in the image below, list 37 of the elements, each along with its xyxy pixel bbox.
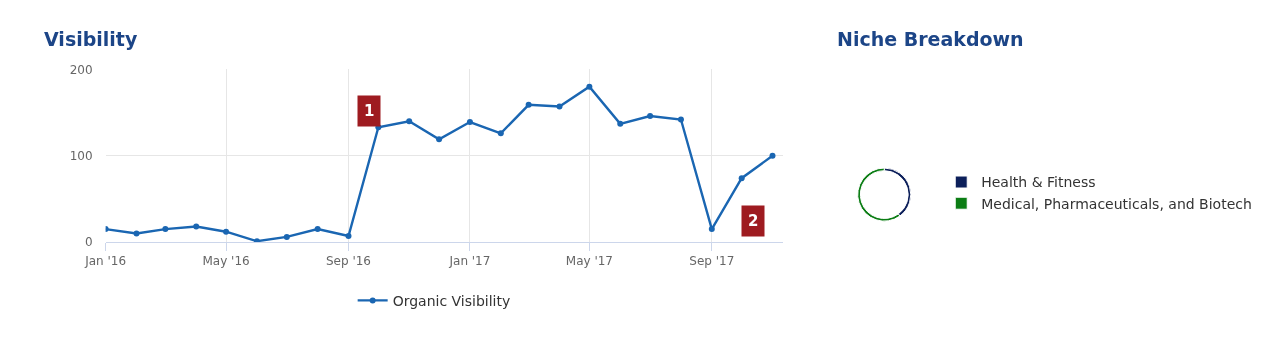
- x-tick-label: Jan '17: [448, 254, 491, 269]
- point: [314, 226, 321, 233]
- point: [223, 228, 230, 235]
- legend-label: Organic Visibility: [392, 292, 511, 309]
- point: [586, 83, 593, 90]
- chart-title: Niche Breakdown: [837, 28, 1024, 50]
- point: [283, 233, 290, 240]
- point: [406, 118, 413, 125]
- annotation: 1: [364, 102, 375, 120]
- legend-label: Medical, Pharmaceuticals, and Biotech: [981, 195, 1252, 212]
- y-tick-label: 200: [69, 62, 93, 77]
- y-tick-label: 100: [69, 148, 93, 163]
- chart-title: Visibility: [44, 28, 138, 50]
- point: [647, 113, 654, 120]
- point: [466, 119, 473, 126]
- point: [162, 226, 169, 233]
- point: [525, 101, 532, 108]
- point: [193, 223, 200, 230]
- point: [253, 238, 260, 243]
- point: [133, 230, 140, 237]
- y-tick-label: 0: [84, 235, 93, 250]
- x-tick-label: May '16: [202, 254, 250, 269]
- point: [617, 120, 624, 127]
- x-tick-label: Sep '17: [689, 254, 735, 269]
- point: [497, 130, 504, 137]
- point: [677, 116, 684, 123]
- x-tick-label: Sep '16: [326, 254, 372, 269]
- x-tick-label: Jan '16: [84, 254, 127, 269]
- point: [708, 226, 715, 233]
- legend-label: Health & Fitness: [981, 174, 1096, 191]
- x-tick-label: May '17: [565, 254, 613, 269]
- point: [436, 136, 443, 143]
- point: [769, 152, 776, 159]
- point: [556, 103, 563, 110]
- point: [345, 233, 352, 240]
- annotation: 2: [748, 212, 759, 230]
- point: [738, 175, 745, 182]
